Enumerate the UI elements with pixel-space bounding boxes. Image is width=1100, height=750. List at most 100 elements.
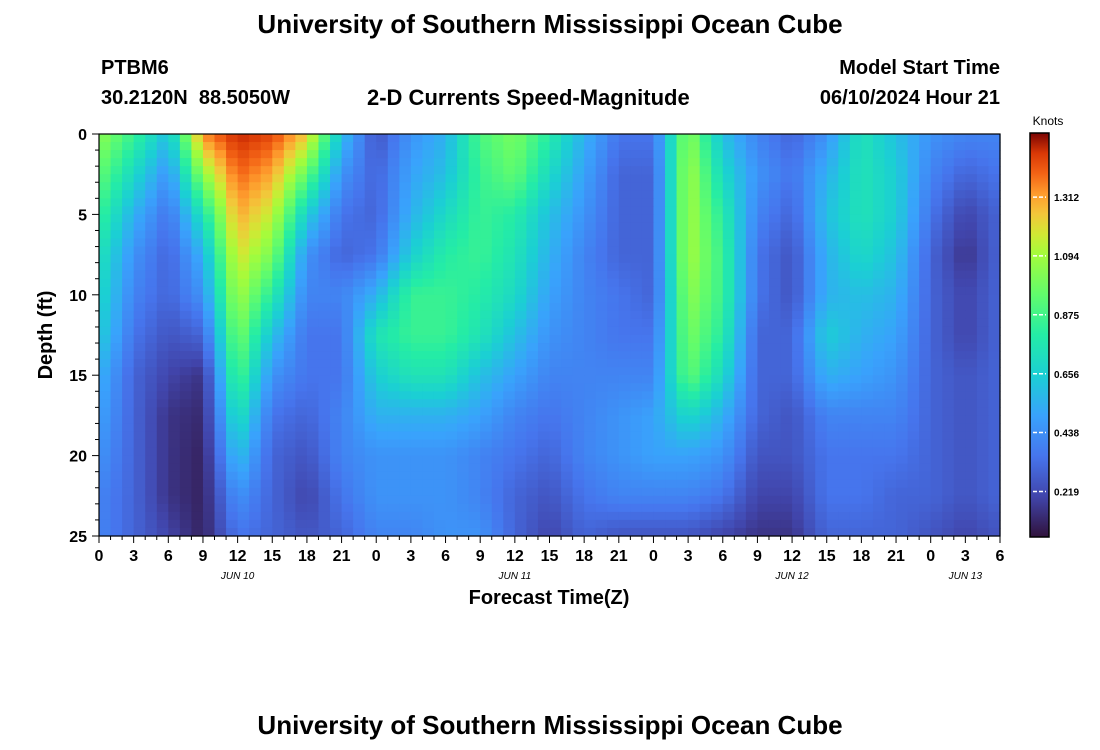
- heat-cell: [260, 415, 273, 425]
- heat-cell: [953, 351, 966, 360]
- heat-cell: [641, 230, 655, 240]
- heat-cell: [306, 335, 320, 344]
- heat-cell: [318, 142, 331, 151]
- heat-cell: [191, 238, 204, 248]
- heat-cell: [99, 391, 112, 400]
- heat-cell: [306, 262, 320, 272]
- heat-cell: [734, 343, 747, 352]
- heat-cell: [445, 302, 458, 312]
- heat-cell: [953, 222, 966, 232]
- heat-cell: [988, 495, 1001, 505]
- heat-cell: [676, 270, 689, 280]
- heat-cell: [272, 246, 285, 256]
- heat-cell: [688, 463, 701, 473]
- heat-cell: [191, 190, 204, 199]
- heat-cell: [896, 487, 909, 497]
- heat-cell: [965, 326, 978, 336]
- heat-cell: [295, 150, 308, 159]
- heat-cell: [445, 318, 458, 328]
- heat-cell: [884, 294, 897, 304]
- heat-cell: [491, 399, 504, 408]
- heat-cell: [907, 318, 920, 328]
- heat-cell: [214, 367, 227, 376]
- heat-cell: [364, 262, 377, 272]
- heat-cell: [988, 310, 1001, 320]
- heat-cell: [768, 158, 782, 167]
- heat-cell: [168, 431, 181, 441]
- heat-cell: [156, 246, 169, 256]
- y-axis-label: Depth (ft): [35, 291, 57, 380]
- heat-cell: [572, 326, 585, 336]
- heat-cell: [191, 495, 204, 505]
- heat-cell: [549, 246, 562, 256]
- heat-cell: [653, 495, 666, 505]
- heat-cell: [815, 166, 828, 175]
- heat-cell: [410, 302, 424, 312]
- heat-cell: [272, 495, 285, 505]
- heat-cell: [145, 399, 158, 408]
- heat-cell: [214, 182, 227, 191]
- heat-cell: [376, 286, 389, 296]
- heat-cell: [110, 142, 123, 151]
- heat-cell: [226, 206, 239, 215]
- heat-cell: [387, 503, 400, 513]
- heat-cell: [122, 150, 135, 159]
- heat-cell: [295, 286, 308, 296]
- heat-cell: [861, 367, 874, 376]
- heat-cell: [630, 238, 643, 248]
- heat-cell: [907, 150, 920, 159]
- heat-cell: [988, 214, 1001, 224]
- heat-cell: [410, 206, 424, 215]
- heat-cell: [410, 359, 424, 368]
- heat-cell: [919, 214, 932, 224]
- heat-cell: [919, 294, 932, 304]
- heat-cell: [803, 503, 816, 513]
- heat-cell: [815, 479, 828, 489]
- heat-cell: [399, 174, 412, 183]
- heat-cell: [768, 190, 782, 199]
- heat-cell: [433, 142, 447, 151]
- heat-cell: [561, 206, 574, 215]
- heat-cell: [688, 214, 701, 224]
- heat-cell: [884, 391, 897, 400]
- heat-cell: [156, 230, 169, 240]
- heat-cell: [607, 134, 620, 143]
- heat-cell: [260, 318, 273, 328]
- heat-cell: [537, 198, 551, 207]
- heat-cell: [480, 142, 493, 151]
- heat-cell: [537, 359, 551, 368]
- heat-cell: [849, 495, 862, 505]
- heat-cell: [376, 527, 389, 537]
- heat-cell: [988, 182, 1001, 191]
- heat-cell: [930, 383, 943, 392]
- heat-cell: [607, 262, 620, 272]
- heat-cell: [283, 391, 296, 400]
- heat-cell: [584, 367, 597, 376]
- heat-cell: [526, 375, 539, 384]
- heat-cell: [168, 166, 181, 175]
- heat-cell: [630, 286, 643, 296]
- heat-cell: [734, 527, 747, 537]
- heat-cell: [353, 142, 366, 151]
- heat-cell: [122, 399, 135, 408]
- heat-cell: [122, 302, 135, 312]
- heat-cell: [896, 479, 909, 489]
- heat-cell: [953, 519, 966, 529]
- heat-cell: [503, 150, 516, 159]
- heat-cell: [376, 278, 389, 288]
- heat-cell: [849, 503, 862, 513]
- heat-cell: [99, 262, 112, 272]
- heat-cell: [514, 407, 527, 416]
- heat-cell: [919, 527, 932, 537]
- heat-cell: [572, 495, 585, 505]
- heat-cell: [410, 214, 424, 224]
- heat-cell: [468, 511, 481, 521]
- heat-cell: [745, 286, 759, 296]
- heat-cell: [572, 198, 585, 207]
- heat-cell: [376, 383, 389, 392]
- heat-cell: [953, 383, 966, 392]
- heat-cell: [260, 351, 273, 360]
- heat-cell: [849, 214, 862, 224]
- heat-cell: [283, 415, 296, 425]
